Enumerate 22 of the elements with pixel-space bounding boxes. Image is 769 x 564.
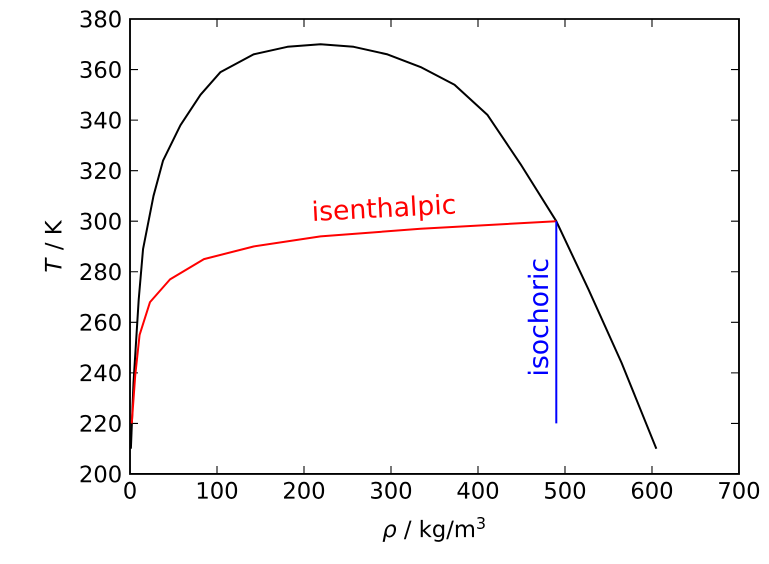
x-tick-label: 600 [632,482,672,499]
x-tick-label: 0 [124,482,136,499]
y-tick-label: 340 [80,112,121,129]
y-tick-label: 380 [80,10,121,28]
x-tick-label: 500 [545,482,586,499]
x-tick-label: 700 [719,482,760,499]
y-tick-label: 220 [80,414,121,432]
y-tick-label: 320 [80,162,121,180]
x-tick-label: 200 [284,482,324,499]
y-axis-title: T / K [44,220,64,272]
y-tick-label: 280 [80,263,121,280]
y-tick-label: 200 [80,465,121,483]
x-axis-title: ρ / kg/m$^{3}$ [382,516,485,542]
y-tick-label: 260 [80,314,121,331]
y-tick-label: 240 [80,364,121,382]
annotation: isenthalpic [314,194,456,221]
y-tick-label: 360 [80,60,121,78]
annotation: isochoric [528,260,548,374]
x-tick-label: 400 [457,482,498,499]
y-tick-label: 300 [80,212,121,230]
x-tick-label: 100 [198,482,238,499]
x-tick-label: 300 [371,482,412,499]
